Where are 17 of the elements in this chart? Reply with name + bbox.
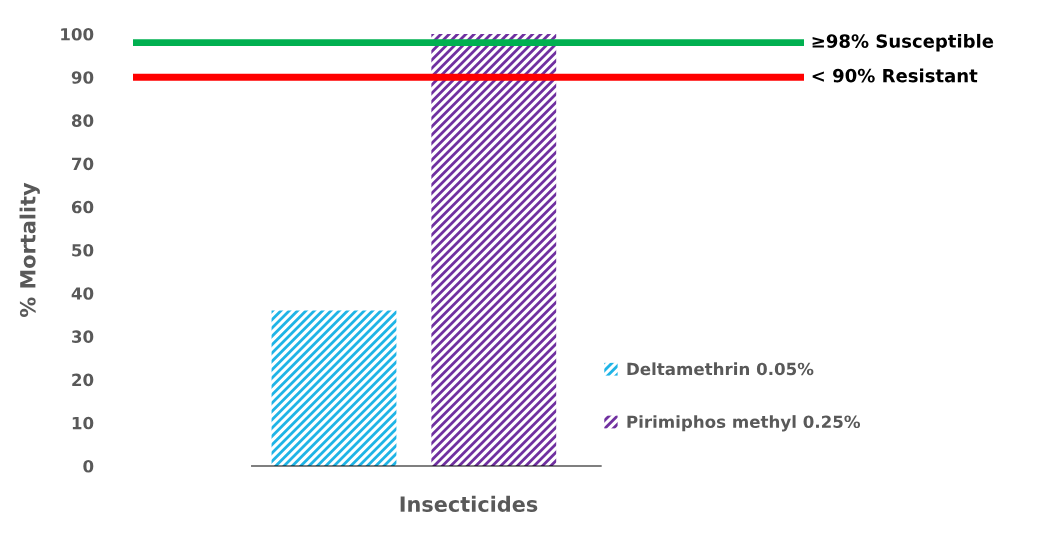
- y-tick-label: 40: [71, 287, 94, 300]
- legend-label: Deltamethrin 0.05%: [627, 362, 814, 376]
- y-tick-label: 20: [72, 373, 94, 387]
- legend-label: Pirimiphos methyl 0.25%: [627, 415, 861, 432]
- ref-line-label: < 90% Resistant: [812, 68, 978, 83]
- x-axis-title: Insecticides: [400, 495, 538, 512]
- y-tick-label: 70: [72, 157, 94, 171]
- y-tick-label: 60: [71, 200, 94, 214]
- y-tick-label: 90: [71, 71, 94, 84]
- y-tick-label: 30: [72, 330, 94, 343]
- y-tick-label: 50: [72, 243, 94, 257]
- y-tick-label: 10: [72, 416, 94, 430]
- y-axis-title: % Mortality: [19, 182, 40, 317]
- ref-line-label: ≥98% Susceptible: [812, 33, 994, 52]
- y-tick-label: 100: [61, 27, 94, 41]
- y-tick-label: 80: [71, 114, 94, 127]
- y-tick-label: 0: [83, 459, 94, 473]
